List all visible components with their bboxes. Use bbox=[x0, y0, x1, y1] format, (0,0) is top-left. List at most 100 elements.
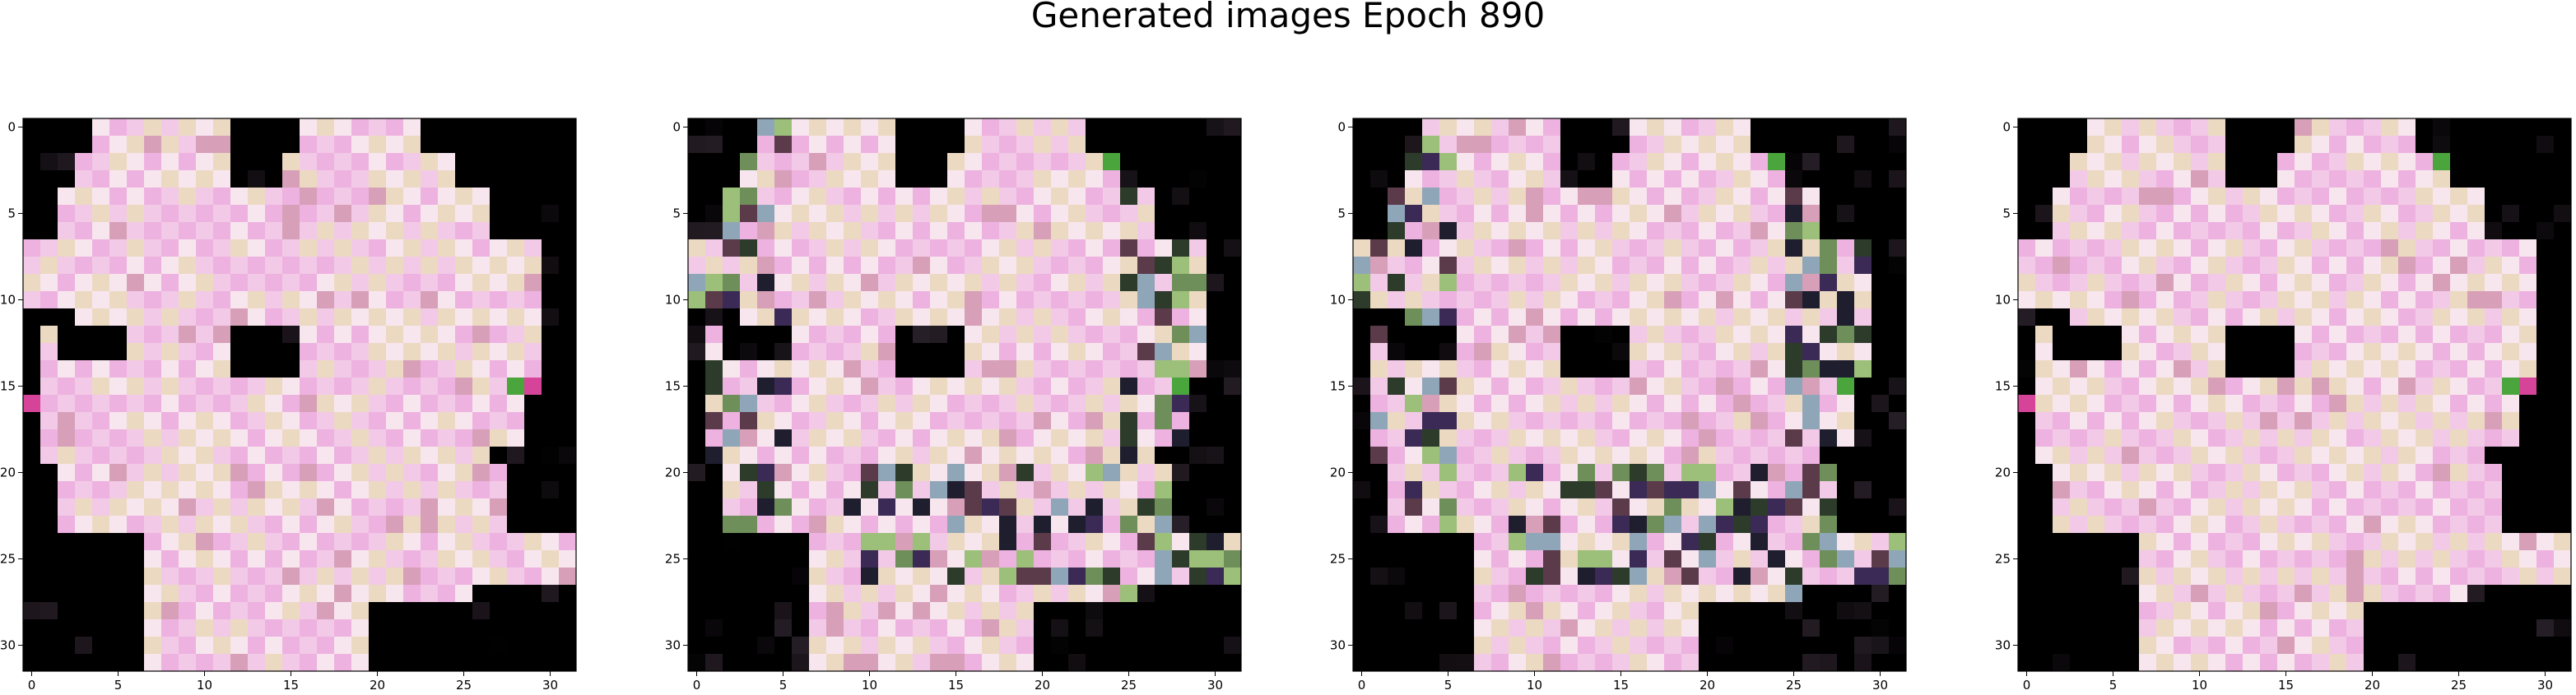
image-pixel bbox=[930, 274, 948, 292]
image-pixel bbox=[2156, 533, 2174, 551]
image-pixel bbox=[2104, 136, 2123, 154]
image-pixel bbox=[2554, 291, 2572, 309]
image-pixel bbox=[403, 568, 421, 586]
image-pixel bbox=[2070, 619, 2088, 637]
image-pixel bbox=[2053, 205, 2071, 223]
image-pixel bbox=[2122, 637, 2140, 655]
image-pixel bbox=[2277, 257, 2295, 275]
image-pixel bbox=[265, 602, 283, 620]
image-pixel bbox=[369, 188, 387, 206]
image-pixel bbox=[507, 360, 525, 378]
image-pixel bbox=[1612, 412, 1630, 430]
image-pixel bbox=[1820, 602, 1838, 620]
image-pixel bbox=[455, 481, 473, 499]
image-pixel bbox=[1526, 654, 1544, 672]
image-pixel bbox=[179, 585, 197, 603]
image-pixel bbox=[999, 550, 1017, 568]
image-pixel bbox=[2174, 395, 2192, 413]
image-pixel bbox=[1388, 274, 1406, 292]
image-pixel bbox=[2536, 447, 2555, 465]
image-pixel bbox=[1103, 205, 1121, 223]
image-pixel bbox=[792, 481, 810, 499]
image-pixel bbox=[2329, 533, 2347, 551]
image-pixel bbox=[2433, 170, 2451, 188]
image-pixel bbox=[1224, 619, 1242, 637]
image-pixel bbox=[809, 170, 827, 188]
image-pixel bbox=[1630, 481, 1648, 499]
image-pixel bbox=[2122, 136, 2140, 154]
image-pixel bbox=[1595, 602, 1613, 620]
image-pixel bbox=[809, 550, 827, 568]
image-pixel bbox=[230, 239, 249, 257]
image-pixel bbox=[1595, 222, 1613, 240]
image-pixel bbox=[2502, 378, 2520, 396]
image-pixel bbox=[1872, 395, 1890, 413]
image-pixel bbox=[438, 533, 456, 551]
image-pixel bbox=[2156, 308, 2174, 327]
image-pixel bbox=[1526, 153, 1544, 171]
image-pixel bbox=[265, 291, 283, 309]
image-pixel bbox=[740, 378, 758, 396]
image-pixel bbox=[2174, 239, 2192, 257]
image-pixel bbox=[1647, 153, 1665, 171]
image-pixel bbox=[455, 533, 473, 551]
image-pixel bbox=[1086, 602, 1104, 620]
image-pixel bbox=[1103, 118, 1121, 137]
image-pixel bbox=[213, 412, 231, 430]
image-pixel bbox=[1370, 136, 1388, 154]
image-pixel bbox=[1353, 291, 1371, 309]
image-pixel bbox=[930, 188, 948, 206]
image-pixel bbox=[844, 568, 862, 586]
image-pixel bbox=[2035, 654, 2053, 672]
image-pixel bbox=[438, 188, 456, 206]
image-pixel bbox=[1491, 274, 1509, 292]
image-pixel bbox=[861, 378, 879, 396]
image-pixel bbox=[1224, 257, 1242, 275]
image-pixel bbox=[947, 360, 965, 378]
image-pixel bbox=[2398, 170, 2416, 188]
image-pixel bbox=[403, 170, 421, 188]
image-pixel bbox=[351, 136, 370, 154]
image-pixel bbox=[213, 498, 231, 517]
image-pixel bbox=[1189, 308, 1207, 327]
image-pixel bbox=[472, 637, 491, 655]
image-pixel bbox=[1785, 343, 1803, 361]
image-pixel bbox=[1103, 412, 1121, 430]
image-pixel bbox=[507, 395, 525, 413]
image-pixel bbox=[1388, 481, 1406, 499]
image-pixel bbox=[2346, 222, 2364, 240]
image-pixel bbox=[40, 291, 58, 309]
image-pixel bbox=[1578, 412, 1596, 430]
image-pixel bbox=[2554, 274, 2572, 292]
image-pixel bbox=[705, 170, 723, 188]
image-pixel bbox=[2139, 274, 2157, 292]
image-pixel bbox=[2554, 343, 2572, 361]
image-pixel bbox=[1630, 637, 1648, 655]
image-pixel bbox=[248, 136, 266, 154]
image-pixel bbox=[2519, 481, 2537, 499]
image-pixel bbox=[2122, 533, 2140, 551]
image-pixel bbox=[2174, 343, 2192, 361]
image-pixel bbox=[455, 585, 473, 603]
image-pixel bbox=[930, 153, 948, 171]
image-pixel bbox=[1034, 222, 1052, 240]
figure-title: Generated images Epoch 890 bbox=[1030, 0, 1546, 35]
image-pixel bbox=[965, 326, 983, 344]
image-pixel bbox=[2035, 188, 2053, 206]
image-pixel bbox=[792, 498, 810, 517]
image-pixel bbox=[58, 136, 76, 154]
image-pixel bbox=[1820, 429, 1838, 447]
image-pixel bbox=[1664, 222, 1682, 240]
image-pixel bbox=[1405, 136, 1423, 154]
image-pixel bbox=[2433, 412, 2451, 430]
image-pixel bbox=[2104, 343, 2123, 361]
image-pixel bbox=[2156, 274, 2174, 292]
image-pixel bbox=[2156, 568, 2174, 586]
image-pixel bbox=[1207, 308, 1225, 327]
image-pixel bbox=[895, 637, 914, 655]
image-pixel bbox=[2035, 533, 2053, 551]
image-pixel bbox=[688, 395, 706, 413]
image-pixel bbox=[1474, 291, 1492, 309]
image-pixel bbox=[1699, 481, 1717, 499]
